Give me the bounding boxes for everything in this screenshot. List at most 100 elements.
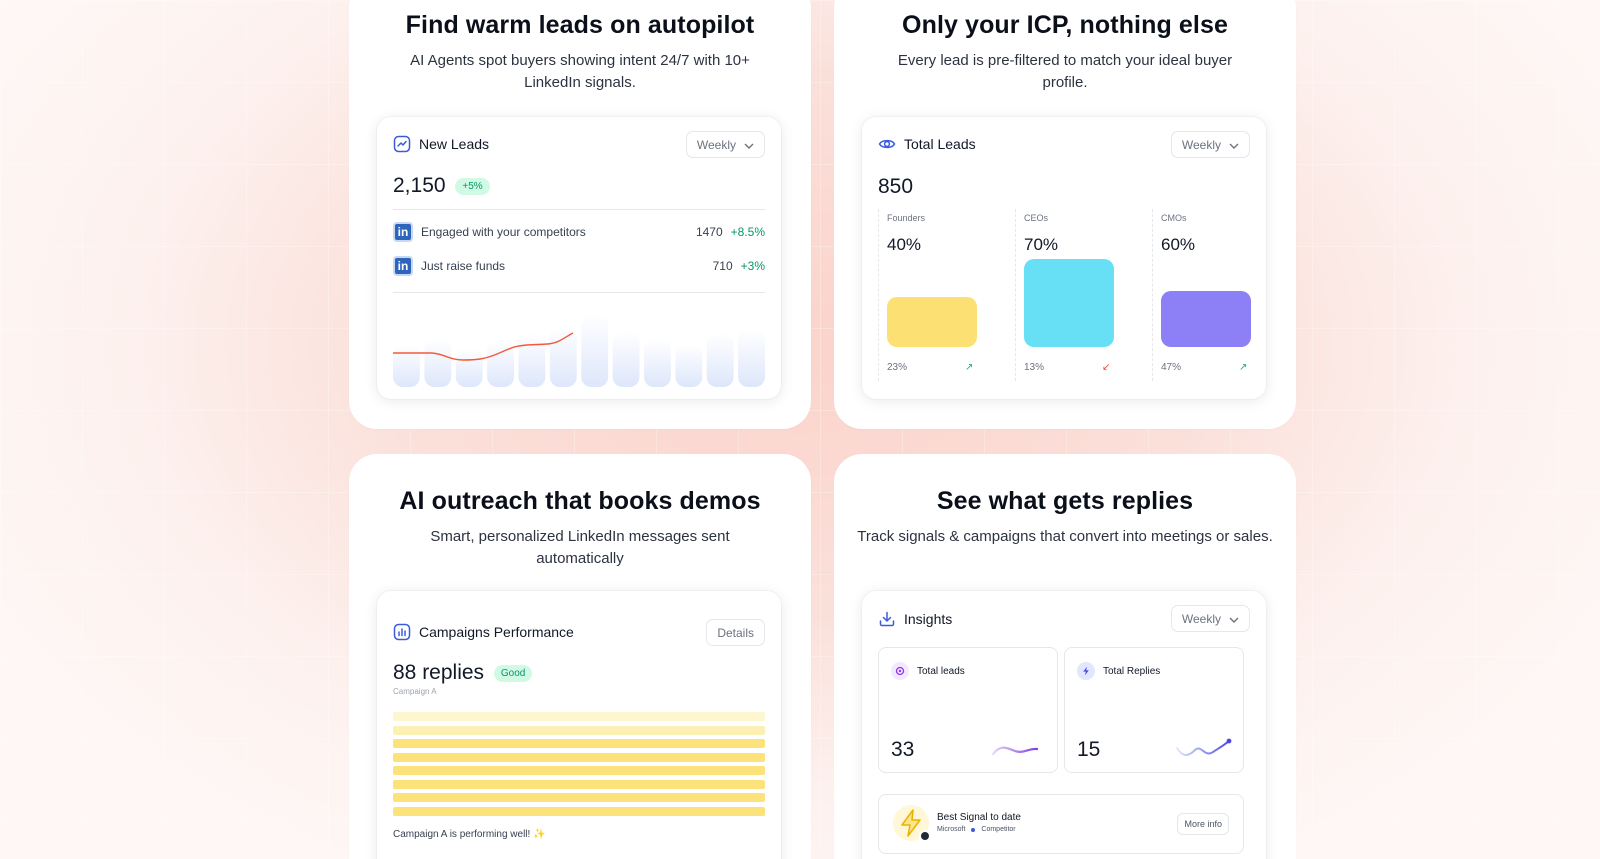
chart-bar xyxy=(644,339,671,387)
total-leads-panel: Total Leads Weekly 850 Founders 40% 23% ↗ CE… xyxy=(862,117,1266,399)
icp-label: CEOs xyxy=(1024,213,1049,223)
lead-count: 2,150 xyxy=(393,174,446,197)
best-signal-card: Best Signal to date Microsoft Competitor… xyxy=(878,794,1244,854)
icp-columns: Founders 40% 23% ↗ CEOs 70% 13% ↙ CMOs 60% 47% ↗ xyxy=(878,209,1258,381)
chart-bar xyxy=(612,331,640,387)
arrow-up-right-icon: ↗ xyxy=(965,362,974,373)
performance-stripe xyxy=(393,806,765,816)
icp-foot: 13% xyxy=(1024,362,1045,373)
chart-bar xyxy=(738,329,765,387)
performance-stripe xyxy=(393,712,765,721)
performance-stripe xyxy=(393,725,765,735)
icp-bar xyxy=(887,297,977,347)
campaign-caption: Campaign A xyxy=(393,687,437,696)
chart-bar xyxy=(706,333,734,387)
feature-card-replies: See what gets replies Track signals & ca… xyxy=(834,454,1296,859)
linkedin-icon: in xyxy=(393,256,413,276)
chevron-down-icon xyxy=(1229,138,1239,152)
signal-tag: Competitor xyxy=(981,826,1016,833)
icp-label: CMOs xyxy=(1161,213,1187,223)
signal-label: Just raise funds xyxy=(421,259,506,273)
tile-label: Total leads xyxy=(917,665,965,677)
growth-badge: +5% xyxy=(455,177,490,195)
bolt-icon xyxy=(1077,662,1095,680)
chevron-down-icon xyxy=(1229,612,1239,626)
more-info-button[interactable]: More info xyxy=(1177,813,1229,835)
icp-bar xyxy=(1161,291,1251,347)
card-title: See what gets replies xyxy=(936,487,1194,515)
icp-bar xyxy=(1024,259,1114,347)
sparkline-leads xyxy=(991,746,1039,756)
card-title: Find warm leads on autopilot xyxy=(405,11,755,39)
performance-stripe xyxy=(393,779,765,789)
chart-bar xyxy=(393,344,420,387)
total-leads-tile: Total leads 33 xyxy=(878,647,1058,773)
insights-panel: Insights Weekly Total leads 33 xyxy=(862,591,1266,859)
signal-meta: Microsoft Competitor xyxy=(937,826,1016,833)
status-badge: Good xyxy=(493,664,533,682)
divider xyxy=(393,209,765,210)
signal-row: in Just raise funds 710 +3% xyxy=(393,256,765,276)
icp-label: Founders xyxy=(887,213,926,223)
performance-stripe xyxy=(393,752,765,762)
signal-row: in Engaged with your competitors 1470 +8… xyxy=(393,222,765,242)
details-button[interactable]: Details xyxy=(706,619,765,646)
tile-value: 15 xyxy=(1077,738,1101,761)
card-subtitle: Track signals & campaigns that convert i… xyxy=(857,528,1273,545)
divider xyxy=(393,292,765,293)
trend-line xyxy=(393,332,574,361)
icp-column: CMOs 60% 47% ↗ xyxy=(1152,209,1287,381)
details-label: Details xyxy=(717,625,754,640)
chart-bar xyxy=(549,327,577,387)
replies-count: 88 replies xyxy=(393,661,485,684)
signal-company: Microsoft xyxy=(937,826,966,833)
total-replies-tile: Total Replies 15 xyxy=(1064,647,1244,773)
period-dropdown[interactable]: Weekly xyxy=(1170,605,1250,632)
arrow-down-left-icon: ↙ xyxy=(1102,362,1111,373)
card-subtitle: Every lead is pre-filtered to match your… xyxy=(897,52,1233,91)
signal-label: Engaged with your competitors xyxy=(421,225,586,239)
signal-value: 1470 xyxy=(695,225,723,239)
replies-row: 88 replies Good xyxy=(393,661,533,685)
card-subtitle: AI Agents spot buyers showing intent 24/… xyxy=(410,52,750,91)
sparkline-replies xyxy=(1176,738,1232,756)
leads-chart xyxy=(393,314,765,387)
signal-title: Best Signal to date xyxy=(937,812,1021,823)
target-icon xyxy=(891,662,909,680)
linkedin-icon: in xyxy=(393,222,413,242)
more-info-label: More info xyxy=(1184,819,1222,829)
panel-title: Total Leads xyxy=(904,136,976,152)
total-leads-count: 850 xyxy=(878,175,914,198)
campaigns-panel: Campaigns Performance Details 88 replies… xyxy=(377,591,781,859)
performance-note: Campaign A is performing well! ✨ xyxy=(393,829,546,840)
period-dropdown[interactable]: Weekly xyxy=(1170,131,1250,158)
chart-bar xyxy=(518,333,546,387)
feature-card-warm-leads: Find warm leads on autopilot AI Agents s… xyxy=(349,0,811,429)
bar-chart-icon xyxy=(393,623,411,641)
icp-column: CEOs 70% 13% ↙ xyxy=(1015,209,1150,381)
performance-stripe xyxy=(393,766,765,775)
panel-title: Campaigns Performance xyxy=(419,624,574,640)
icp-column: Founders 40% 23% ↗ xyxy=(878,209,1013,381)
chart-bar xyxy=(675,344,703,387)
new-leads-panel: New Leads Weekly 2,150 +5% in Engaged wi… xyxy=(377,117,781,399)
icp-value: 70% xyxy=(1024,235,1059,254)
feature-card-outreach: AI outreach that books demos Smart, pers… xyxy=(349,454,811,859)
download-icon xyxy=(878,610,896,628)
icp-foot: 47% xyxy=(1161,362,1182,373)
chart-bar xyxy=(424,339,452,387)
dropdown-value: Weekly xyxy=(696,137,736,152)
trend-chart-icon xyxy=(393,135,411,153)
icp-value: 60% xyxy=(1161,235,1196,254)
lead-count-row: 2,150 +5% xyxy=(393,174,490,198)
chart-bar xyxy=(581,314,609,387)
card-title: Only your ICP, nothing else xyxy=(902,11,1228,39)
icp-foot: 23% xyxy=(887,362,908,373)
dropdown-value: Weekly xyxy=(1181,137,1221,152)
tile-label: Total Replies xyxy=(1103,665,1161,677)
card-title: AI outreach that books demos xyxy=(399,487,761,515)
card-subtitle: Smart, personalized LinkedIn messages se… xyxy=(430,528,730,567)
dropdown-value: Weekly xyxy=(1181,611,1221,626)
icp-value: 40% xyxy=(887,235,922,254)
period-dropdown[interactable]: Weekly xyxy=(685,131,765,158)
